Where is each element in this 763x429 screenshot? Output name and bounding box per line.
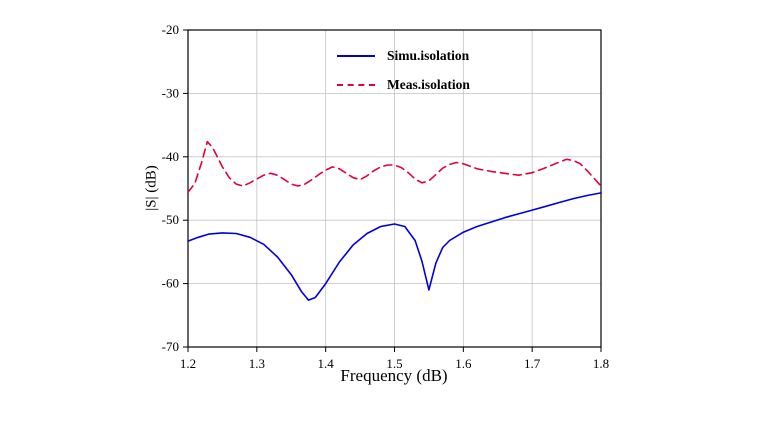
legend-item-meas-isolation: Meas.isolation bbox=[337, 77, 470, 93]
series-line-simu-isolation bbox=[187, 192, 602, 301]
legend: Simu.isolation Meas.isolation bbox=[337, 48, 470, 93]
legend-line-sample-meas bbox=[337, 84, 375, 86]
y-tick-label: -60 bbox=[162, 276, 179, 291]
x-tick-label: 1.3 bbox=[249, 356, 265, 371]
x-tick-label: 1.6 bbox=[455, 356, 472, 371]
x-tick-label: 1.2 bbox=[180, 356, 196, 371]
series-line-meas-isolation bbox=[187, 140, 602, 194]
y-tick-label: -40 bbox=[162, 149, 179, 164]
legend-line-sample-simu bbox=[337, 55, 375, 57]
x-tick-label: 1.7 bbox=[524, 356, 541, 371]
legend-label-meas: Meas.isolation bbox=[387, 77, 470, 92]
x-tick-label: 1.8 bbox=[593, 356, 609, 371]
y-tick-label: -30 bbox=[162, 85, 179, 100]
y-tick-label: -70 bbox=[162, 339, 179, 354]
y-tick-label: -20 bbox=[162, 22, 179, 37]
y-axis-label: |S| (dB) bbox=[143, 165, 160, 211]
legend-item-simu-isolation: Simu.isolation bbox=[337, 48, 470, 64]
y-tick-label: -50 bbox=[162, 212, 179, 227]
x-tick-label: 1.5 bbox=[386, 356, 402, 371]
x-tick-label: 1.4 bbox=[318, 356, 335, 371]
x-axis-label: Frequency (dB) bbox=[340, 366, 448, 385]
legend-label-simu: Simu.isolation bbox=[387, 48, 470, 63]
